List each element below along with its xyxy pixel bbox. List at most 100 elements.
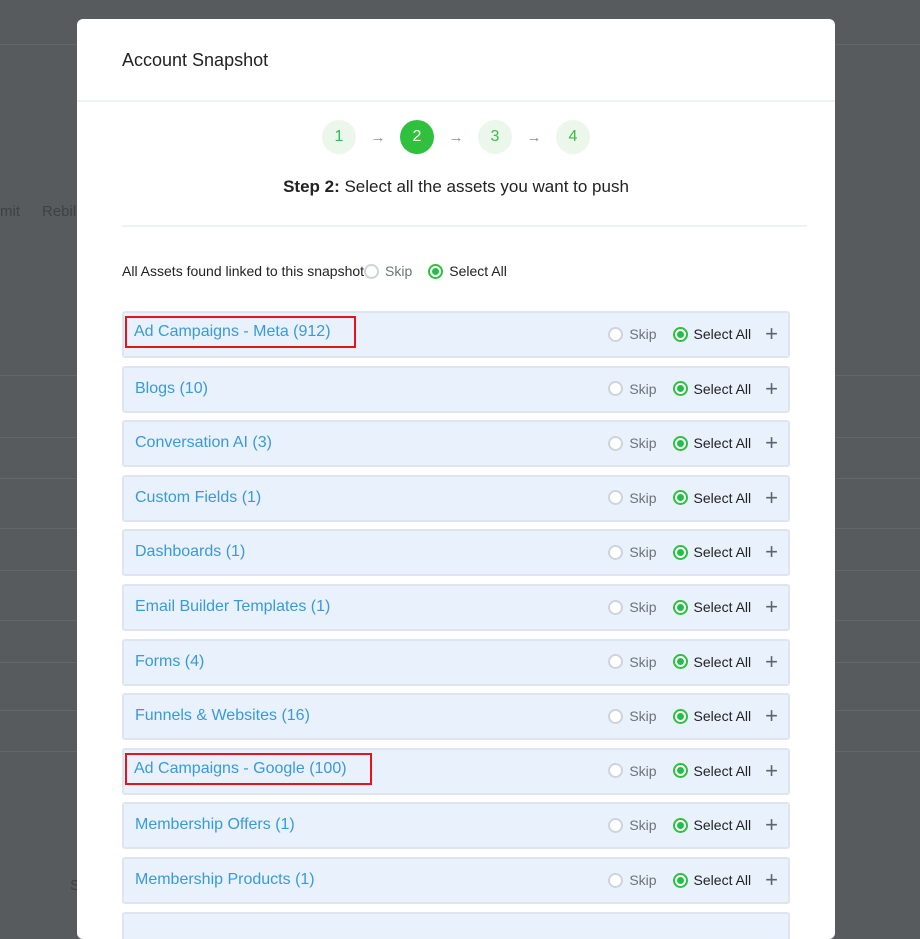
skip-radio[interactable] bbox=[608, 599, 624, 615]
skip-radio[interactable] bbox=[608, 817, 624, 833]
asset-select-all-option[interactable]: Select All bbox=[672, 380, 752, 397]
asset-name[interactable]: Dashboards (1) bbox=[135, 543, 246, 561]
asset-row[interactable]: Custom Fields (1) Skip Select All + bbox=[122, 474, 790, 522]
asset-row[interactable]: Membership Products (1) Skip Select All … bbox=[122, 857, 790, 904]
select-all-radio[interactable] bbox=[672, 490, 688, 506]
select-all-radio[interactable] bbox=[672, 654, 688, 670]
skip-radio[interactable] bbox=[608, 872, 624, 888]
expand-plus-icon[interactable]: + bbox=[765, 757, 778, 783]
expand-plus-icon[interactable]: + bbox=[765, 430, 778, 456]
skip-radio[interactable] bbox=[608, 544, 624, 560]
asset-skip-option[interactable]: Skip bbox=[608, 654, 657, 670]
skip-radio[interactable] bbox=[608, 763, 624, 779]
asset-skip-option[interactable]: Skip bbox=[608, 872, 657, 888]
asset-select-all-option[interactable]: Select All bbox=[672, 872, 752, 888]
skip-radio[interactable] bbox=[608, 490, 624, 506]
asset-name[interactable]: Email Builder Templates (1) bbox=[135, 598, 331, 615]
asset-select-all-option[interactable]: Select All bbox=[672, 544, 752, 561]
select-all-label: Select All bbox=[693, 326, 752, 342]
asset-name[interactable]: Membership Offers (1) bbox=[135, 816, 295, 834]
asset-select-all-option[interactable]: Select All bbox=[672, 490, 751, 506]
skip-radio[interactable] bbox=[608, 435, 624, 451]
asset-row[interactable]: Conversation AI (3) Skip Select All + bbox=[122, 420, 790, 468]
asset-name[interactable]: Custom Fields (1) bbox=[135, 488, 262, 506]
asset-controls: Skip Select All + bbox=[608, 812, 778, 838]
skip-radio[interactable] bbox=[608, 381, 624, 397]
step-4[interactable]: 4 bbox=[556, 120, 590, 154]
asset-row[interactable]: Funnels & Websites (16) Skip Select All … bbox=[122, 693, 790, 741]
expand-plus-icon[interactable]: + bbox=[765, 648, 778, 674]
asset-controls: Skip Select All + bbox=[608, 430, 778, 456]
asset-skip-option[interactable]: Skip bbox=[608, 435, 657, 451]
asset-name[interactable]: Ad Campaigns - Google (100) bbox=[125, 752, 372, 785]
asset-row[interactable]: Ad Campaigns - Meta (912) Skip Select Al… bbox=[122, 311, 790, 358]
expand-plus-icon[interactable]: + bbox=[765, 594, 778, 619]
select-all-radio[interactable] bbox=[672, 708, 688, 724]
select-all-radio[interactable] bbox=[428, 263, 444, 279]
asset-select-all-option[interactable]: Select All bbox=[672, 435, 751, 451]
asset-row[interactable]: Dashboards (1) Skip Select All + bbox=[122, 529, 790, 577]
select-all-radio[interactable] bbox=[672, 326, 688, 342]
asset-select-all-option[interactable]: Select All bbox=[672, 708, 751, 724]
select-all-label: Select All bbox=[693, 380, 752, 397]
asset-row[interactable]: Forms (4) Skip Select All + bbox=[122, 638, 790, 686]
asset-select-all-option[interactable]: Select All bbox=[672, 599, 751, 615]
step-2[interactable]: 2 bbox=[400, 120, 434, 154]
asset-skip-option[interactable]: Skip bbox=[608, 544, 657, 560]
step-1[interactable]: 1 bbox=[322, 120, 356, 154]
select-all-radio[interactable] bbox=[672, 763, 688, 779]
asset-name[interactable]: Blogs (10) bbox=[135, 379, 208, 397]
divider bbox=[122, 225, 807, 227]
expand-plus-icon[interactable]: + bbox=[765, 867, 778, 892]
asset-select-all-option[interactable]: Select All bbox=[672, 763, 751, 779]
asset-skip-option[interactable]: Skip bbox=[608, 381, 657, 397]
expand-plus-icon[interactable]: + bbox=[765, 703, 778, 729]
asset-name[interactable]: Conversation AI (3) bbox=[135, 434, 272, 452]
select-all-label: Select All bbox=[693, 544, 752, 561]
asset-skip-option[interactable]: Skip bbox=[608, 762, 657, 779]
skip-radio[interactable] bbox=[608, 654, 624, 670]
expand-plus-icon[interactable]: + bbox=[765, 321, 778, 346]
skip-radio[interactable] bbox=[364, 263, 380, 279]
asset-row[interactable] bbox=[122, 911, 790, 939]
asset-row[interactable]: Email Builder Templates (1) Skip Select … bbox=[122, 584, 790, 631]
asset-skip-option[interactable]: Skip bbox=[608, 326, 657, 342]
asset-name[interactable]: Ad Campaigns - Meta (912) bbox=[125, 316, 356, 348]
expand-plus-icon[interactable]: + bbox=[765, 539, 778, 565]
asset-controls: Skip Select All + bbox=[608, 867, 778, 892]
stepper: 1 → 2 → 3 → 4 bbox=[77, 120, 835, 154]
asset-row[interactable]: Membership Offers (1) Skip Select All + bbox=[122, 802, 790, 850]
asset-row[interactable]: Blogs (10) Skip Select All + bbox=[122, 365, 790, 413]
select-all-radio[interactable] bbox=[672, 381, 688, 397]
skip-radio[interactable] bbox=[608, 326, 624, 342]
select-all-radio[interactable] bbox=[672, 435, 688, 451]
asset-select-all-option[interactable]: Select All bbox=[672, 654, 751, 670]
asset-select-all-option[interactable]: Select All bbox=[672, 326, 752, 342]
expand-plus-icon[interactable]: + bbox=[765, 484, 778, 510]
asset-name[interactable]: Forms (4) bbox=[135, 652, 205, 670]
expand-plus-icon[interactable]: + bbox=[765, 375, 778, 401]
all-assets-select-all-option[interactable]: Select All bbox=[428, 263, 507, 279]
select-all-label: Select All bbox=[693, 817, 752, 834]
select-all-radio[interactable] bbox=[672, 817, 688, 833]
expand-plus-icon[interactable]: + bbox=[765, 812, 778, 838]
all-assets-skip-option[interactable]: Skip bbox=[364, 263, 412, 279]
select-all-radio[interactable] bbox=[672, 872, 688, 888]
all-assets-row: All Assets found linked to this snapshot… bbox=[122, 263, 507, 279]
select-all-radio[interactable] bbox=[672, 544, 688, 560]
skip-label: Skip bbox=[629, 762, 657, 779]
asset-skip-option[interactable]: Skip bbox=[608, 490, 657, 506]
asset-select-all-option[interactable]: Select All bbox=[672, 817, 752, 834]
asset-name[interactable]: Membership Products (1) bbox=[135, 871, 315, 888]
asset-skip-option[interactable]: Skip bbox=[608, 599, 657, 615]
asset-skip-option[interactable]: Skip bbox=[608, 708, 657, 724]
skip-label: Skip bbox=[385, 263, 413, 279]
skip-radio[interactable] bbox=[608, 708, 624, 724]
asset-skip-option[interactable]: Skip bbox=[608, 817, 657, 833]
step-3[interactable]: 3 bbox=[478, 120, 512, 154]
select-all-radio[interactable] bbox=[672, 599, 688, 615]
asset-name[interactable]: Funnels & Websites (16) bbox=[135, 707, 310, 725]
asset-controls: Skip Select All + bbox=[608, 757, 778, 783]
asset-row[interactable]: Ad Campaigns - Google (100) Skip Select … bbox=[122, 747, 790, 795]
select-all-label: Select All bbox=[693, 872, 752, 888]
